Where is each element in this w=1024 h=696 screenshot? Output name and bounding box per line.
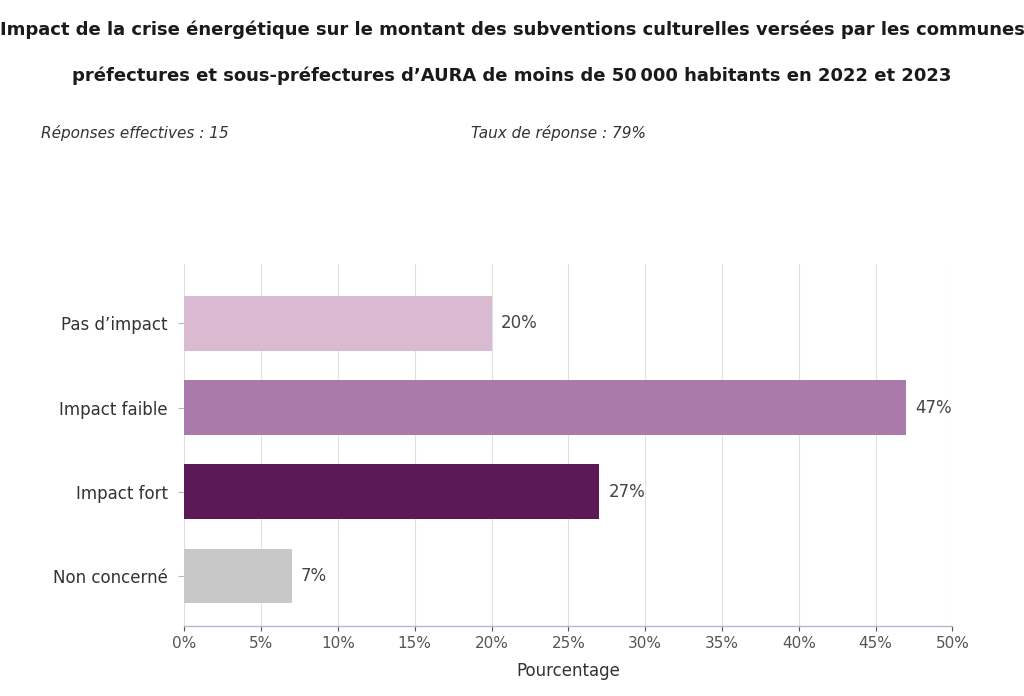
Text: 7%: 7%	[301, 567, 328, 585]
Bar	[184, 296, 492, 351]
Bar	[184, 548, 292, 603]
Text: 20%: 20%	[501, 315, 538, 333]
Text: 47%: 47%	[915, 399, 952, 417]
X-axis label: Pourcentage: Pourcentage	[516, 662, 621, 680]
Text: Impact de la crise énergétique sur le montant des subventions culturelles versée: Impact de la crise énergétique sur le mo…	[0, 21, 1024, 40]
Text: préfectures et sous-préfectures d’AURA de moins de 50 000 habitants en 2022 et 2: préfectures et sous-préfectures d’AURA d…	[73, 66, 951, 85]
Text: 27%: 27%	[608, 483, 645, 500]
Text: Réponses effectives : 15: Réponses effectives : 15	[41, 125, 228, 141]
Text: Taux de réponse : 79%: Taux de réponse : 79%	[471, 125, 646, 141]
Bar	[184, 464, 599, 519]
Bar	[184, 380, 906, 435]
